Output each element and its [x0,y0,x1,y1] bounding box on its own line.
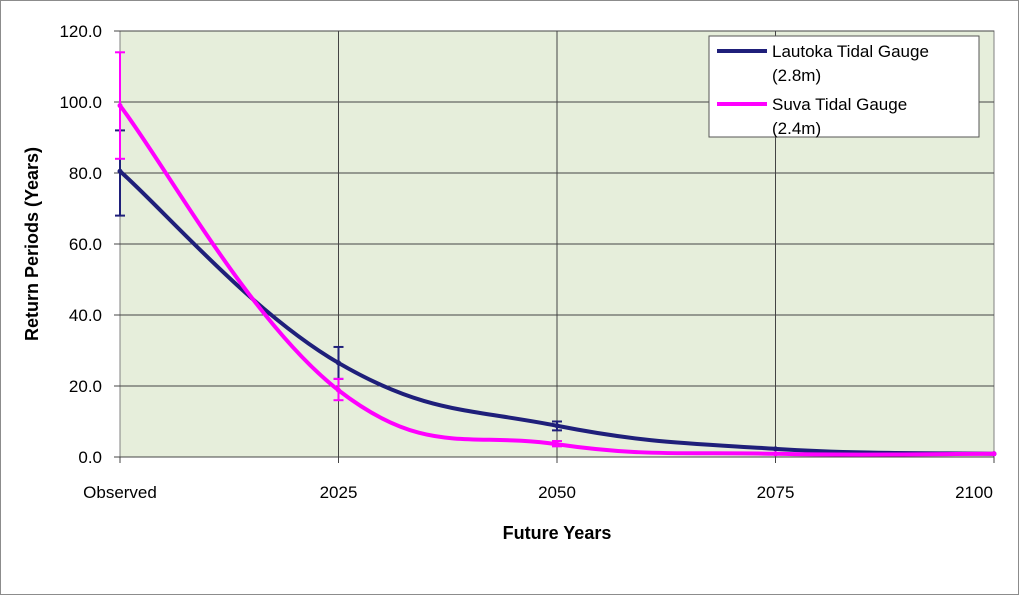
legend-label: (2.8m) [772,66,821,85]
series-line-2 [118,104,995,457]
y-tick-label: 20.0 [69,377,102,396]
y-tick-label: 120.0 [59,22,102,41]
x-tick-label: 2050 [538,483,576,502]
legend-label: Lautoka Tidal Gauge [772,42,929,61]
y-tick-label: 40.0 [69,306,102,325]
legend-label: Suva Tidal Gauge [772,95,907,114]
legend-label: (2.4m) [772,119,821,138]
x-axis-tick-labels: Observed 2025 2050 2075 2100 [83,483,993,502]
y-tick-label: 60.0 [69,235,102,254]
data-point [773,451,778,457]
x-tick-label: Observed [83,483,157,502]
x-tick-label: 2025 [320,483,358,502]
y-axis-title: Return Periods (Years) [22,147,42,341]
y-tick-label: 100.0 [59,93,102,112]
x-tick-label: 2100 [955,483,993,502]
y-axis-tick-labels: 0.0 20.0 40.0 60.0 80.0 100.0 120.0 [59,22,102,467]
y-tick-label: 0.0 [78,448,102,467]
data-point [773,446,778,452]
y-tick-label: 80.0 [69,164,102,183]
legend: Lautoka Tidal Gauge (2.8m) Suva Tidal Gaug… [708,35,980,138]
data-point [991,451,997,457]
x-tick-label: 2075 [757,483,795,502]
series-line-1 [118,169,995,456]
series-layer [115,51,997,457]
x-axis-title: Future Years [503,523,612,543]
